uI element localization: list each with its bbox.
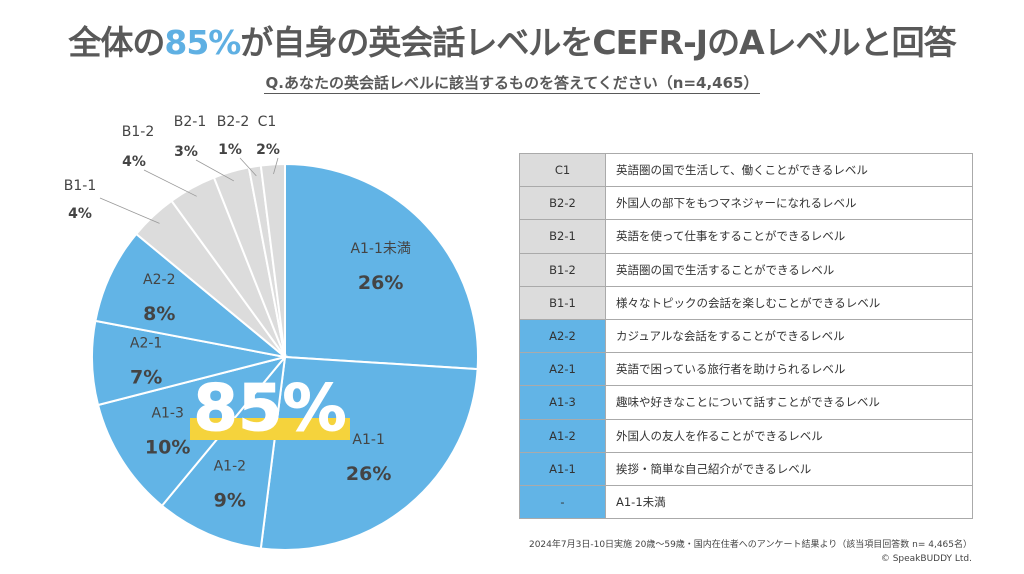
slice-value: 4% xyxy=(122,154,146,170)
table-row: B1-2英語圏の国で生活することができるレベル xyxy=(520,253,973,286)
slice-label: A2-1 xyxy=(130,335,162,351)
slice-value: 8% xyxy=(143,303,175,325)
level-cell: B1-1 xyxy=(520,286,606,319)
table-row: B1-1様々なトピックの会話を楽しむことができるレベル xyxy=(520,286,973,319)
level-cell: B2-2 xyxy=(520,187,606,220)
leader-line xyxy=(144,170,197,196)
slice-value: 26% xyxy=(358,272,403,294)
slice-value: 2% xyxy=(256,142,280,158)
description-cell: 様々なトピックの会話を楽しむことができるレベル xyxy=(606,286,973,319)
description-cell: A1-1未満 xyxy=(606,485,973,518)
description-cell: 挨拶・簡単な自己紹介ができるレベル xyxy=(606,452,973,485)
table-row: C1英語圏の国で生活して、働くことができるレベル xyxy=(520,154,973,187)
description-cell: 英語圏の国で生活することができるレベル xyxy=(606,253,973,286)
level-cell: A1-2 xyxy=(520,419,606,452)
description-cell: 英語圏の国で生活して、働くことができるレベル xyxy=(606,154,973,187)
pie-slice-A1-1未満 xyxy=(285,164,478,369)
level-cell: A2-2 xyxy=(520,319,606,352)
pie-chart: A1-1未満 26% A1-1 26% A1-2 9% A1-3 10% A2-1 7% A2-2 8… xyxy=(0,0,520,574)
table-row: B2-1英語を使って仕事をすることができるレベル xyxy=(520,220,973,253)
leader-line xyxy=(100,198,159,223)
slice-label: A2-2 xyxy=(143,272,175,288)
footer: 2024年7月3日-10日実施 20歳〜59歳・国内在住者へのアンケート結果より… xyxy=(529,538,972,566)
slice-value: 10% xyxy=(145,436,190,458)
slice-label: B1-2 xyxy=(122,124,154,140)
level-cell: B1-2 xyxy=(520,253,606,286)
copyright: © SpeakBUDDY Ltd. xyxy=(529,552,972,566)
level-table: C1英語圏の国で生活して、働くことができるレベルB2-2外国人の部下をもつマネジ… xyxy=(519,153,973,519)
table-row: A2-1英語で困っている旅行者を助けられるレベル xyxy=(520,353,973,386)
slice-label: A1-2 xyxy=(214,459,246,475)
level-cell: B2-1 xyxy=(520,220,606,253)
footer-note: 2024年7月3日-10日実施 20歳〜59歳・国内在住者へのアンケート結果より… xyxy=(529,538,972,552)
description-cell: 趣味や好きなことについて話すことができるレベル xyxy=(606,386,973,419)
slice-value: 26% xyxy=(346,463,391,485)
slice-value: 1% xyxy=(218,142,242,158)
level-cell: A1-1 xyxy=(520,452,606,485)
slice-label: B1-1 xyxy=(64,178,96,194)
table-row: A1-2外国人の友人を作ることができるレベル xyxy=(520,419,973,452)
level-cell: C1 xyxy=(520,154,606,187)
slice-label: C1 xyxy=(258,114,277,130)
description-cell: 英語を使って仕事をすることができるレベル xyxy=(606,220,973,253)
description-cell: 外国人の部下をもつマネジャーになれるレベル xyxy=(606,187,973,220)
slice-label: A1-1未満 xyxy=(350,241,410,257)
table-row: -A1-1未満 xyxy=(520,485,973,518)
description-cell: 英語で困っている旅行者を助けられるレベル xyxy=(606,353,973,386)
level-cell: - xyxy=(520,485,606,518)
slice-value: 4% xyxy=(68,206,92,222)
level-cell: A1-3 xyxy=(520,386,606,419)
table-row: A1-3趣味や好きなことについて話すことができるレベル xyxy=(520,386,973,419)
slice-value: 3% xyxy=(174,144,198,160)
level-cell: A2-1 xyxy=(520,353,606,386)
table-row: A2-2カジュアルな会話をすることができるレベル xyxy=(520,319,973,352)
table-row: B2-2外国人の部下をもつマネジャーになれるレベル xyxy=(520,187,973,220)
slice-value: 9% xyxy=(214,490,246,512)
slice-label: A1-3 xyxy=(151,405,183,421)
description-cell: カジュアルな会話をすることができるレベル xyxy=(606,319,973,352)
description-cell: 外国人の友人を作ることができるレベル xyxy=(606,419,973,452)
slice-value: 7% xyxy=(130,366,162,388)
slice-label: B2-2 xyxy=(217,114,249,130)
table-row: A1-1挨拶・簡単な自己紹介ができるレベル xyxy=(520,452,973,485)
slice-label: B2-1 xyxy=(174,114,206,130)
total-a-annotation: 85% xyxy=(193,372,346,446)
slice-label: A1-1 xyxy=(352,432,384,448)
